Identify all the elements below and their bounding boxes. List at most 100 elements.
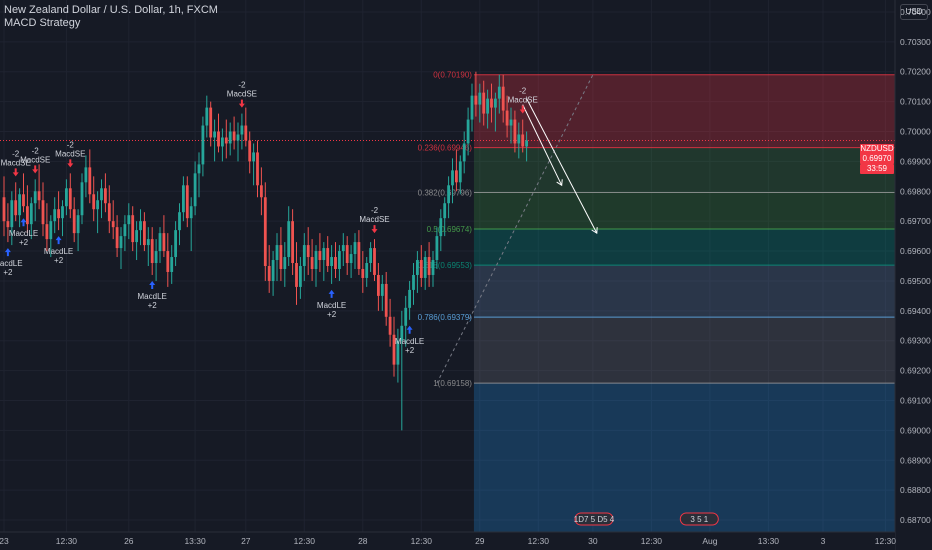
price-axis-tick: 0.69500 — [900, 276, 931, 286]
candle-body — [521, 134, 525, 147]
candle-body — [6, 221, 10, 228]
price-axis-tick: 0.69400 — [900, 306, 931, 316]
candle-body — [68, 188, 72, 210]
sell-signal-arrow-icon — [238, 99, 245, 108]
candle-body — [490, 98, 493, 108]
candle-body — [486, 98, 489, 114]
currency-button[interactable]: USD — [900, 4, 928, 20]
candle-body — [18, 194, 21, 216]
candle-body — [143, 221, 146, 246]
fib-level-label: 0.382(0.69796) — [418, 188, 473, 197]
price-axis-tick: 0.68800 — [900, 485, 931, 495]
candle-body — [166, 251, 170, 272]
fib-level-label: 1(0.69158) — [433, 379, 472, 388]
candle-body — [232, 131, 236, 141]
candle-body — [451, 170, 454, 186]
candle-body — [525, 140, 528, 147]
candle-body — [287, 221, 291, 258]
sell-signal-qty: -2 — [32, 146, 40, 155]
fib-extension-zone — [473, 383, 895, 532]
buy-signal-arrow-icon — [4, 248, 11, 257]
candle-body — [455, 170, 458, 183]
price-axis-background — [895, 0, 932, 550]
buy-signal-arrow-icon — [328, 289, 335, 298]
sell-signal-qty: -2 — [371, 206, 379, 215]
fib-zone — [473, 228, 895, 266]
time-axis-tick: 12:30 — [528, 536, 550, 546]
candle-body — [236, 134, 240, 141]
candle-body — [53, 209, 57, 222]
sell-signal-arrow-icon — [67, 159, 74, 168]
candle-body — [470, 95, 474, 120]
price-axis-tick: 0.68900 — [900, 455, 931, 465]
event-marker-label: 3 5 1 — [690, 515, 708, 524]
candle-body — [302, 245, 306, 266]
candle-body — [271, 260, 275, 281]
candle-body — [326, 248, 330, 266]
time-axis-tick: 12:30 — [294, 536, 316, 546]
candle-body — [139, 221, 142, 231]
candle-body — [178, 212, 181, 231]
candle-body — [61, 206, 64, 219]
candle-body — [205, 107, 209, 126]
time-axis-tick: 30 — [588, 536, 598, 546]
candle-body — [349, 254, 353, 264]
time-axis-tick: 13:30 — [184, 536, 206, 546]
candle-body — [357, 242, 361, 269]
sell-signal-arrow-icon — [32, 165, 39, 174]
fib-level-label: 0.5(0.69674) — [427, 225, 473, 234]
candle-body — [341, 245, 345, 252]
fib-zone — [473, 147, 895, 193]
candle-body — [33, 191, 37, 204]
candle-body — [283, 257, 287, 269]
candle-body — [423, 257, 427, 278]
candle-body — [107, 203, 111, 222]
sell-signal-label: MacdSE — [1, 158, 31, 167]
event-marker — [574, 512, 614, 526]
candle-body — [146, 239, 150, 246]
fib-level-label: 0.786(0.69379) — [418, 313, 473, 322]
candle-body — [384, 283, 388, 317]
buy-signal-arrow-icon — [55, 236, 62, 245]
candle-body — [345, 245, 349, 264]
price-axis-tick: 0.68700 — [900, 515, 931, 525]
candle-body — [513, 119, 517, 144]
candle-body — [439, 218, 443, 237]
chart-title: New Zealand Dollar / U.S. Dollar, 1h, FX… — [4, 4, 218, 16]
projection-arrow-line — [522, 104, 563, 186]
buy-signal-qty: +2 — [148, 301, 158, 310]
candle-body — [162, 233, 166, 252]
buy-signal-arrow-icon — [406, 325, 413, 334]
candle-body — [338, 251, 341, 269]
candle-body — [361, 268, 365, 278]
bar-countdown: 33:59 — [860, 164, 894, 174]
candle-body — [497, 86, 501, 99]
candle-body — [400, 325, 404, 341]
price-tag-price: 0.69970 — [862, 154, 892, 163]
candle-body — [111, 221, 115, 228]
time-axis-tick: 13:30 — [758, 536, 780, 546]
candle-body — [224, 137, 228, 144]
sell-signal-label: MacdSE — [20, 155, 50, 164]
time-axis-tick: 27 — [241, 536, 251, 546]
time-axis-tick: 12:30 — [56, 536, 78, 546]
candle-body — [213, 131, 216, 138]
candle-body — [248, 140, 252, 162]
candle-body — [88, 167, 92, 195]
candle-body — [412, 274, 415, 290]
price-axis-tick: 0.69600 — [900, 246, 931, 256]
candle-body — [435, 236, 439, 261]
candle-body — [482, 92, 486, 114]
candle-body — [104, 188, 107, 204]
candle-body — [501, 86, 505, 111]
candle-body — [170, 257, 174, 272]
candle-body — [314, 251, 318, 269]
time-axis-tick: 12:30 — [411, 536, 433, 546]
time-axis-tick: 3 — [821, 536, 826, 546]
candle-body — [295, 263, 298, 287]
candle-body — [221, 137, 224, 147]
price-tag-countdown: 33:59 — [866, 164, 888, 173]
